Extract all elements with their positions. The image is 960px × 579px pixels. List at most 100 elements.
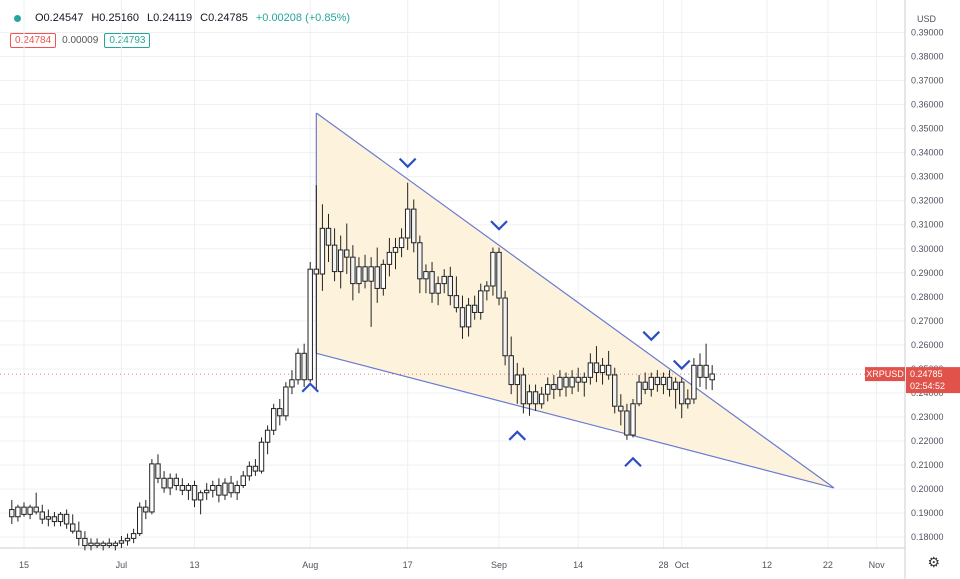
candle-body bbox=[648, 376, 654, 390]
low-value: L0.24119 bbox=[147, 12, 193, 24]
candle-body bbox=[124, 537, 131, 542]
y-tick-label: 0.28000 bbox=[911, 292, 944, 302]
settings-gear-icon[interactable]: ⚙ bbox=[927, 554, 940, 570]
candle-body bbox=[277, 408, 283, 417]
y-tick-label: 0.32000 bbox=[911, 196, 944, 206]
candle-body bbox=[356, 266, 362, 285]
wedge-lower-line bbox=[316, 352, 835, 489]
buy-button[interactable]: 0.24793 bbox=[104, 33, 151, 48]
candle-body bbox=[130, 533, 137, 539]
sell-button[interactable]: 0.24784 bbox=[10, 33, 57, 48]
candle-body bbox=[392, 247, 399, 253]
y-tick-label: 0.34000 bbox=[911, 148, 944, 158]
candle-body bbox=[362, 266, 368, 282]
price-label: 0.24785 bbox=[910, 369, 943, 379]
x-tick-label: Aug bbox=[302, 560, 318, 570]
candle-body bbox=[295, 352, 301, 381]
top-marker-icon bbox=[490, 220, 508, 231]
candle-body bbox=[593, 362, 600, 374]
candle-body bbox=[240, 475, 246, 487]
y-tick-label: 0.21000 bbox=[911, 460, 944, 470]
symbol-label: XRPUSD bbox=[866, 369, 904, 379]
price-label-bg bbox=[906, 367, 960, 394]
candle-body bbox=[155, 463, 161, 479]
x-tick-label: Jul bbox=[116, 560, 128, 570]
trade-box: 0.24784 0.00009 0.24793 bbox=[10, 33, 151, 48]
candle-body bbox=[246, 465, 253, 477]
candle-body bbox=[532, 391, 539, 405]
candle-body bbox=[423, 271, 429, 280]
candle-body bbox=[441, 275, 447, 285]
candle-body bbox=[660, 376, 667, 386]
candle-body bbox=[386, 251, 393, 265]
y-tick-label: 0.33000 bbox=[911, 172, 944, 182]
bottom-marker-icon bbox=[301, 382, 320, 393]
wedge-upper-line bbox=[315, 112, 835, 489]
candle-body bbox=[435, 283, 441, 294]
candle-body bbox=[636, 381, 642, 405]
candle-body bbox=[599, 364, 606, 374]
symbol-label-bg bbox=[865, 367, 905, 382]
y-tick-label: 0.39000 bbox=[911, 27, 944, 37]
candle-body bbox=[331, 244, 338, 273]
countdown-label: 02:54:52 bbox=[910, 381, 945, 391]
x-tick-label: 12 bbox=[762, 560, 772, 570]
candle-body bbox=[557, 376, 563, 390]
candle-body bbox=[319, 227, 326, 275]
candle-body bbox=[612, 374, 618, 407]
y-tick-label: 0.23000 bbox=[911, 412, 944, 422]
candle-body bbox=[264, 429, 271, 443]
y-tick-label: 0.18000 bbox=[911, 532, 944, 542]
candle-body bbox=[57, 513, 64, 523]
y-tick-label: 0.30000 bbox=[911, 244, 944, 254]
candle-body bbox=[88, 542, 94, 547]
x-tick-label: 22 bbox=[823, 560, 833, 570]
candle-body bbox=[94, 542, 100, 547]
candle-body bbox=[76, 530, 82, 539]
candle-body bbox=[161, 477, 167, 489]
candle-body bbox=[70, 523, 76, 532]
y-tick-label: 0.20000 bbox=[911, 484, 944, 494]
x-tick-label: 14 bbox=[573, 560, 583, 570]
candle-body bbox=[33, 506, 39, 513]
x-tick-label: 15 bbox=[19, 560, 29, 570]
currency-label: USD bbox=[917, 14, 937, 24]
x-tick-label: Sep bbox=[491, 560, 507, 570]
candle-body bbox=[563, 376, 569, 388]
candle-body bbox=[179, 485, 186, 491]
candle-body bbox=[234, 485, 240, 494]
candle-body bbox=[587, 362, 594, 378]
candle-body bbox=[21, 506, 27, 515]
candle-body bbox=[471, 304, 478, 313]
y-tick-label: 0.35000 bbox=[911, 124, 944, 134]
candle-body bbox=[703, 364, 709, 378]
bottom-marker-icon bbox=[508, 430, 527, 441]
candle-body bbox=[118, 540, 125, 544]
candle-body bbox=[411, 208, 417, 244]
candle-body bbox=[404, 208, 411, 239]
open-value: O0.24547 bbox=[35, 12, 84, 24]
candle-body bbox=[185, 485, 192, 491]
candle-body bbox=[605, 364, 612, 376]
candle-body bbox=[45, 516, 52, 520]
x-tick-label: Oct bbox=[675, 560, 690, 570]
candle-body bbox=[222, 482, 228, 496]
candle-body bbox=[551, 384, 557, 390]
candle-body bbox=[691, 364, 697, 400]
candle-body bbox=[289, 379, 295, 388]
candle-body bbox=[368, 266, 374, 282]
x-tick-label: 13 bbox=[190, 560, 200, 570]
candle-body bbox=[478, 290, 484, 313]
candle-body bbox=[191, 485, 198, 501]
top-marker-icon bbox=[642, 330, 661, 342]
change-value: +0.00208 (+0.85%) bbox=[255, 12, 351, 24]
candle-body bbox=[63, 513, 70, 525]
candle-body bbox=[100, 542, 106, 547]
candle-body bbox=[526, 391, 533, 405]
candle-body bbox=[490, 251, 496, 287]
candle-body bbox=[374, 266, 380, 289]
candle-body bbox=[538, 393, 545, 405]
candle-body bbox=[502, 297, 508, 357]
candle-body bbox=[484, 285, 490, 292]
